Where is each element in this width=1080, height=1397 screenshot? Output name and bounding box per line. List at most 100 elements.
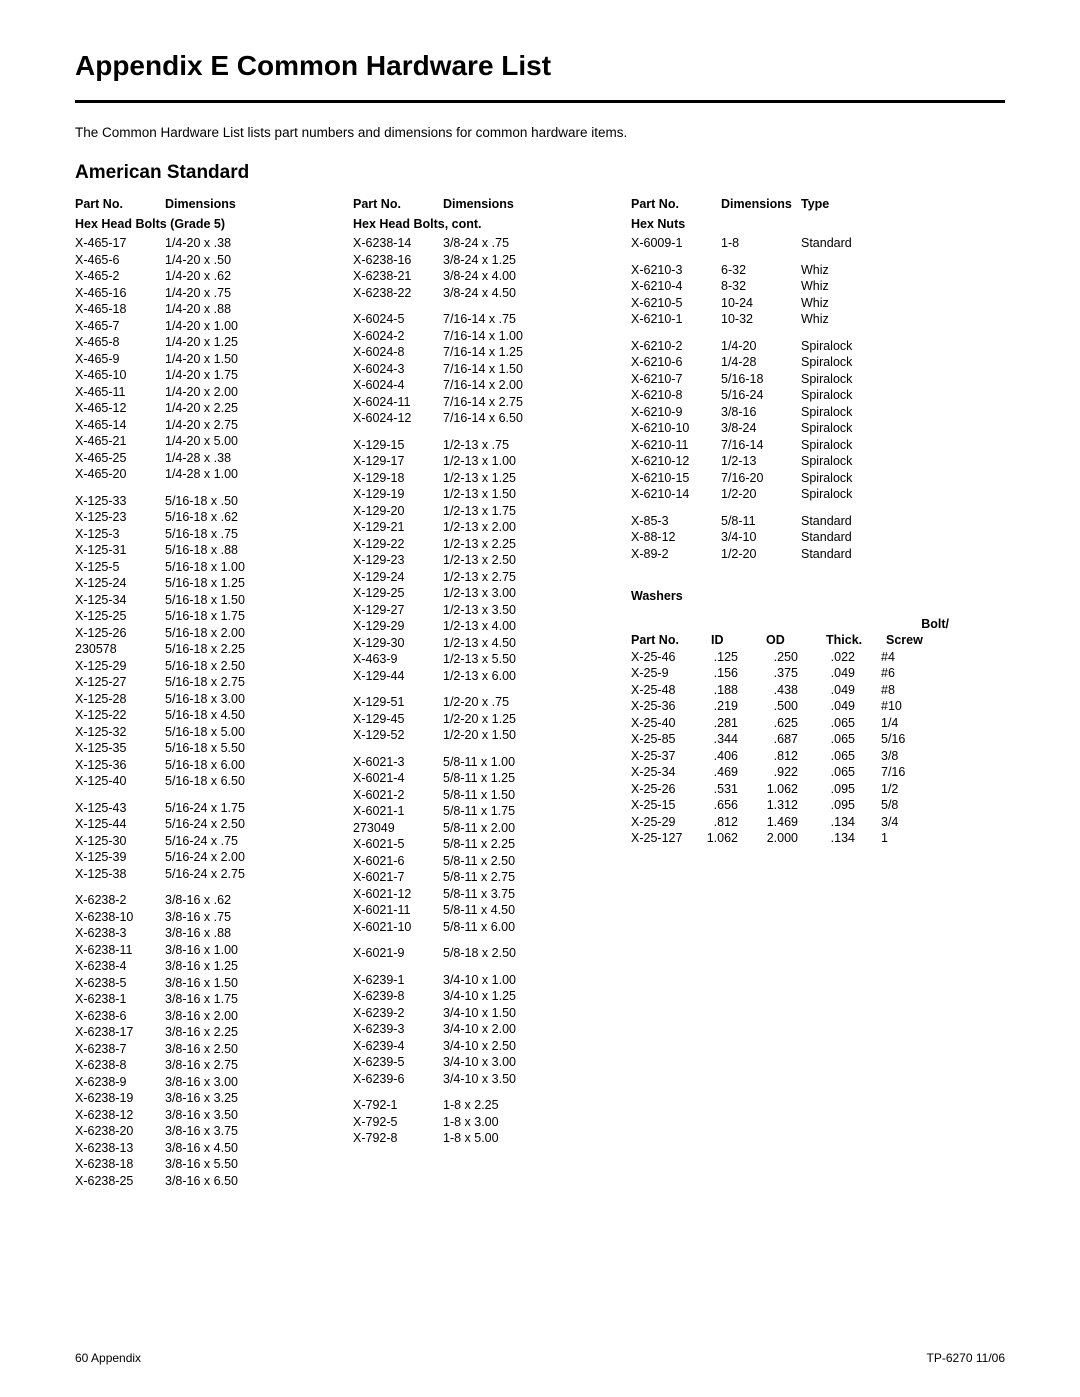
header-bolt-line1: Bolt/	[921, 616, 961, 633]
table-row: X-6021-75/8-11 x 2.75	[353, 869, 603, 886]
table-row: X-129-211/2-13 x 2.00	[353, 519, 603, 536]
table-row: X-792-11-8 x 2.25	[353, 1097, 603, 1114]
table-row: X-6210-36-32Whiz	[631, 262, 961, 279]
cell-partno: X-125-33	[75, 493, 165, 510]
cell-partno: X-6021-7	[353, 869, 443, 886]
cell-dimensions: 5/16-18 x 2.25	[165, 641, 325, 658]
cell-id: .156	[706, 665, 756, 682]
cell-dimensions: 1/2-13 x 4.00	[443, 618, 603, 635]
cell-dimensions: 1-8	[721, 235, 801, 252]
cell-partno: X-6239-1	[353, 972, 443, 989]
cell-partno: 230578	[75, 641, 165, 658]
cell-partno: X-25-15	[631, 797, 706, 814]
table-row: X-125-365/16-18 x 6.00	[75, 757, 325, 774]
cell-partno: X-465-7	[75, 318, 165, 335]
cell-partno: X-6239-2	[353, 1005, 443, 1022]
cell-type: Standard	[801, 235, 961, 252]
cell-od: .250	[756, 649, 814, 666]
cell-partno: X-6238-2	[75, 892, 165, 909]
cell-dimensions: 3/8-16 x 4.50	[165, 1140, 325, 1157]
cell-partno: X-6239-4	[353, 1038, 443, 1055]
cell-partno: X-85-3	[631, 513, 721, 530]
cell-dimensions: 1/4-20 x .62	[165, 268, 325, 285]
cell-thick: .134	[814, 830, 869, 847]
table-row: X-6238-133/8-16 x 4.50	[75, 1140, 325, 1157]
table-row: X-25-9.156.375.049#6	[631, 665, 961, 682]
cell-partno: X-125-38	[75, 866, 165, 883]
cell-partno: X-6024-8	[353, 344, 443, 361]
subheader-washers: Washers	[631, 588, 961, 605]
cell-dimensions: 7/16-14	[721, 437, 801, 454]
cell-partno: X-6239-8	[353, 988, 443, 1005]
cell-partno: X-129-21	[353, 519, 443, 536]
column-headers: Part No.Dimensions	[75, 196, 325, 213]
table-row: X-465-81/4-20 x 1.25	[75, 334, 325, 351]
cell-dimensions: 3/4-10 x 3.50	[443, 1071, 603, 1088]
cell-partno: X-125-28	[75, 691, 165, 708]
table-row: X-125-295/16-18 x 2.50	[75, 658, 325, 675]
cell-dimensions: 5/16-18 x 5.00	[165, 724, 325, 741]
cell-partno: X-6024-3	[353, 361, 443, 378]
cell-bolt: 5/8	[869, 797, 961, 814]
cell-dimensions: 5/16-24	[721, 387, 801, 404]
table-row: X-6239-33/4-10 x 2.00	[353, 1021, 603, 1038]
cell-partno: X-465-9	[75, 351, 165, 368]
table-row: X-125-285/16-18 x 3.00	[75, 691, 325, 708]
table-row: X-465-251/4-28 x .38	[75, 450, 325, 467]
cell-dimensions: 1/4-20 x 1.75	[165, 367, 325, 384]
cell-dimensions: 5/8-11 x 3.75	[443, 886, 603, 903]
cell-dimensions: 5/8-11 x 1.00	[443, 754, 603, 771]
table-row: X-6021-15/8-11 x 1.75	[353, 803, 603, 820]
cell-thick: .022	[814, 649, 869, 666]
table-row: X-465-201/4-28 x 1.00	[75, 466, 325, 483]
table-row: X-125-445/16-24 x 2.50	[75, 816, 325, 833]
table-row: X-6238-43/8-16 x 1.25	[75, 958, 325, 975]
cell-dimensions: 1/2-13 x .75	[443, 437, 603, 454]
cell-partno: X-89-2	[631, 546, 721, 563]
cell-partno: X-25-37	[631, 748, 706, 765]
cell-dimensions: 7/16-14 x 1.00	[443, 328, 603, 345]
cell-dimensions: 5/8-11 x 6.00	[443, 919, 603, 936]
cell-partno: X-129-25	[353, 585, 443, 602]
cell-partno: X-125-27	[75, 674, 165, 691]
cell-partno: X-465-21	[75, 433, 165, 450]
cell-partno: X-6021-1	[353, 803, 443, 820]
cell-type: Spiralock	[801, 437, 961, 454]
cell-dimensions: 5/16-18 x .88	[165, 542, 325, 559]
cell-dimensions: 5/16-18 x 4.50	[165, 707, 325, 724]
table-row: X-6021-35/8-11 x 1.00	[353, 754, 603, 771]
cell-dimensions: 1/4-20 x 1.50	[165, 351, 325, 368]
cell-dimensions: 3/4-10 x 1.00	[443, 972, 603, 989]
header-partno: Part No.	[631, 632, 711, 649]
table-row: X-6210-110-32Whiz	[631, 311, 961, 328]
table-row: X-6009-11-8Standard	[631, 235, 961, 252]
group-spacer	[353, 1087, 603, 1097]
cell-dimensions: 5/16-18 x 2.75	[165, 674, 325, 691]
cell-od: .687	[756, 731, 814, 748]
cell-partno: X-6238-25	[75, 1173, 165, 1190]
table-row: X-6238-83/8-16 x 2.75	[75, 1057, 325, 1074]
table-row: X-129-151/2-13 x .75	[353, 437, 603, 454]
cell-dimensions: 1/4-20 x 5.00	[165, 433, 325, 450]
cell-partno: X-6239-6	[353, 1071, 443, 1088]
table-row: X-6238-183/8-16 x 5.50	[75, 1156, 325, 1173]
cell-partno: X-6238-18	[75, 1156, 165, 1173]
cell-id: .219	[706, 698, 756, 715]
cell-dimensions: 1/4-20 x .50	[165, 252, 325, 269]
cell-bolt: 3/4	[869, 814, 961, 831]
cell-partno: X-6210-15	[631, 470, 721, 487]
table-row: X-25-48.188.438.049#8	[631, 682, 961, 699]
cell-partno: X-125-40	[75, 773, 165, 790]
cell-dimensions: 1/4-20	[721, 338, 801, 355]
cell-dimensions: 3/8-16 x 3.50	[165, 1107, 325, 1124]
table-row: X-129-251/2-13 x 3.00	[353, 585, 603, 602]
cell-dimensions: 3/8-24 x 1.25	[443, 252, 603, 269]
cell-id: .656	[706, 797, 756, 814]
cell-dimensions: 3/8-16 x .88	[165, 925, 325, 942]
table-row: X-465-171/4-20 x .38	[75, 235, 325, 252]
cell-type: Spiralock	[801, 387, 961, 404]
table-row: X-6238-203/8-16 x 3.75	[75, 1123, 325, 1140]
cell-bolt: 3/8	[869, 748, 961, 765]
cell-dimensions: 5/16-24 x 2.75	[165, 866, 325, 883]
cell-type: Standard	[801, 546, 961, 563]
